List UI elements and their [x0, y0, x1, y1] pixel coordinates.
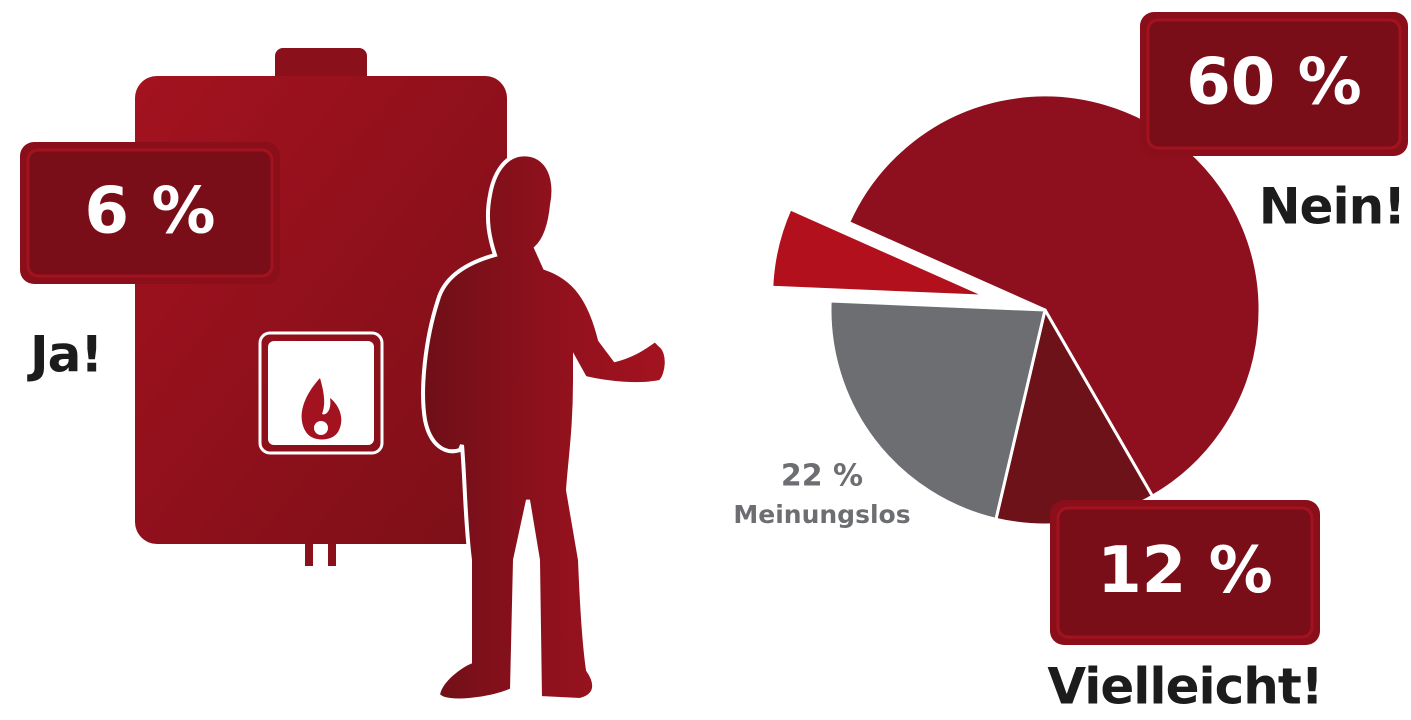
- category-label: Vielleicht!: [1047, 658, 1322, 716]
- value-label: 22 %: [781, 459, 863, 494]
- value-label: 60 %: [1186, 46, 1361, 120]
- category-label: Nein!: [1259, 178, 1405, 236]
- category-label: Ja!: [27, 326, 102, 384]
- category-label: Meinungslos: [733, 500, 910, 529]
- value-label: 12 %: [1097, 534, 1272, 608]
- page: {"chart_data": {"type": "pie", "categori…: [0, 0, 1411, 720]
- infographic: 6 % Ja! 60 % Nein! 12 % Vielleicht! 22 % Meinun…: [0, 0, 1411, 720]
- value-label: 6 %: [85, 175, 216, 249]
